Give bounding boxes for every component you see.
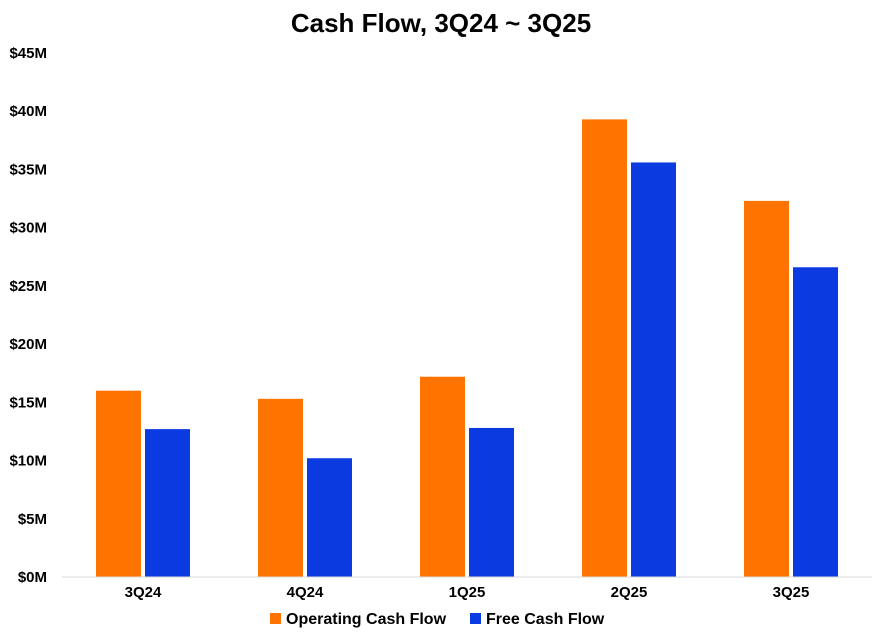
x-tick-label: 3Q25: [773, 584, 810, 601]
bar-group-4Q24: [258, 398, 352, 577]
y-tick-label: $30M: [9, 220, 47, 237]
bar-operating-cash-flow-3q24: [96, 390, 141, 577]
legend-label: Operating Cash Flow: [286, 611, 447, 628]
legend-item-free-cash-flow: Free Cash Flow: [470, 611, 605, 628]
y-tick-label: $40M: [9, 103, 47, 120]
bar-operating-cash-flow-4q24: [258, 398, 303, 577]
bar-operating-cash-flow-1q25: [420, 376, 465, 577]
y-tick-label: $15M: [9, 394, 47, 411]
x-tick-label: 1Q25: [449, 584, 486, 601]
x-axis: 3Q24 4Q24 1Q25 2Q25 3Q25: [62, 576, 872, 601]
x-tick-label: 2Q25: [611, 584, 648, 601]
x-tick-label: 4Q24: [287, 584, 324, 601]
bar-free-cash-flow-3q24: [145, 429, 190, 577]
y-tick-label: $10M: [9, 453, 47, 470]
bar-group-3Q24: [96, 390, 190, 577]
y-axis: $0M $5M $10M $15M $20M $25M $30M $35M $40M $45M: [9, 45, 47, 586]
legend: Operating Cash Flow Free Cash Flow: [270, 611, 605, 628]
legend-swatch: [470, 613, 481, 624]
bar-group-2Q25: [582, 119, 676, 578]
bar-group-1Q25: [420, 376, 514, 577]
legend-swatch: [270, 613, 281, 624]
y-tick-label: $5M: [18, 511, 47, 528]
y-tick-label: $45M: [9, 45, 47, 62]
y-tick-label: $35M: [9, 161, 47, 178]
y-tick-label: $20M: [9, 336, 47, 353]
chart-title: Cash Flow, 3Q24 ~ 3Q25: [291, 8, 591, 38]
legend-item-operating-cash-flow: Operating Cash Flow: [270, 611, 447, 628]
bar-free-cash-flow-2q25: [631, 162, 676, 578]
bar-free-cash-flow-1q25: [469, 427, 514, 577]
bar-operating-cash-flow-2q25: [582, 119, 627, 577]
bars: [96, 119, 838, 578]
legend-label: Free Cash Flow: [486, 611, 605, 628]
bar-free-cash-flow-4q24: [307, 458, 352, 577]
y-tick-label: $0M: [18, 569, 47, 586]
bar-operating-cash-flow-3q25: [744, 200, 789, 577]
bar-free-cash-flow-3q25: [793, 267, 838, 577]
y-tick-label: $25M: [9, 278, 47, 295]
x-tick-label: 3Q24: [125, 584, 162, 601]
bar-group-3Q25: [744, 200, 838, 577]
